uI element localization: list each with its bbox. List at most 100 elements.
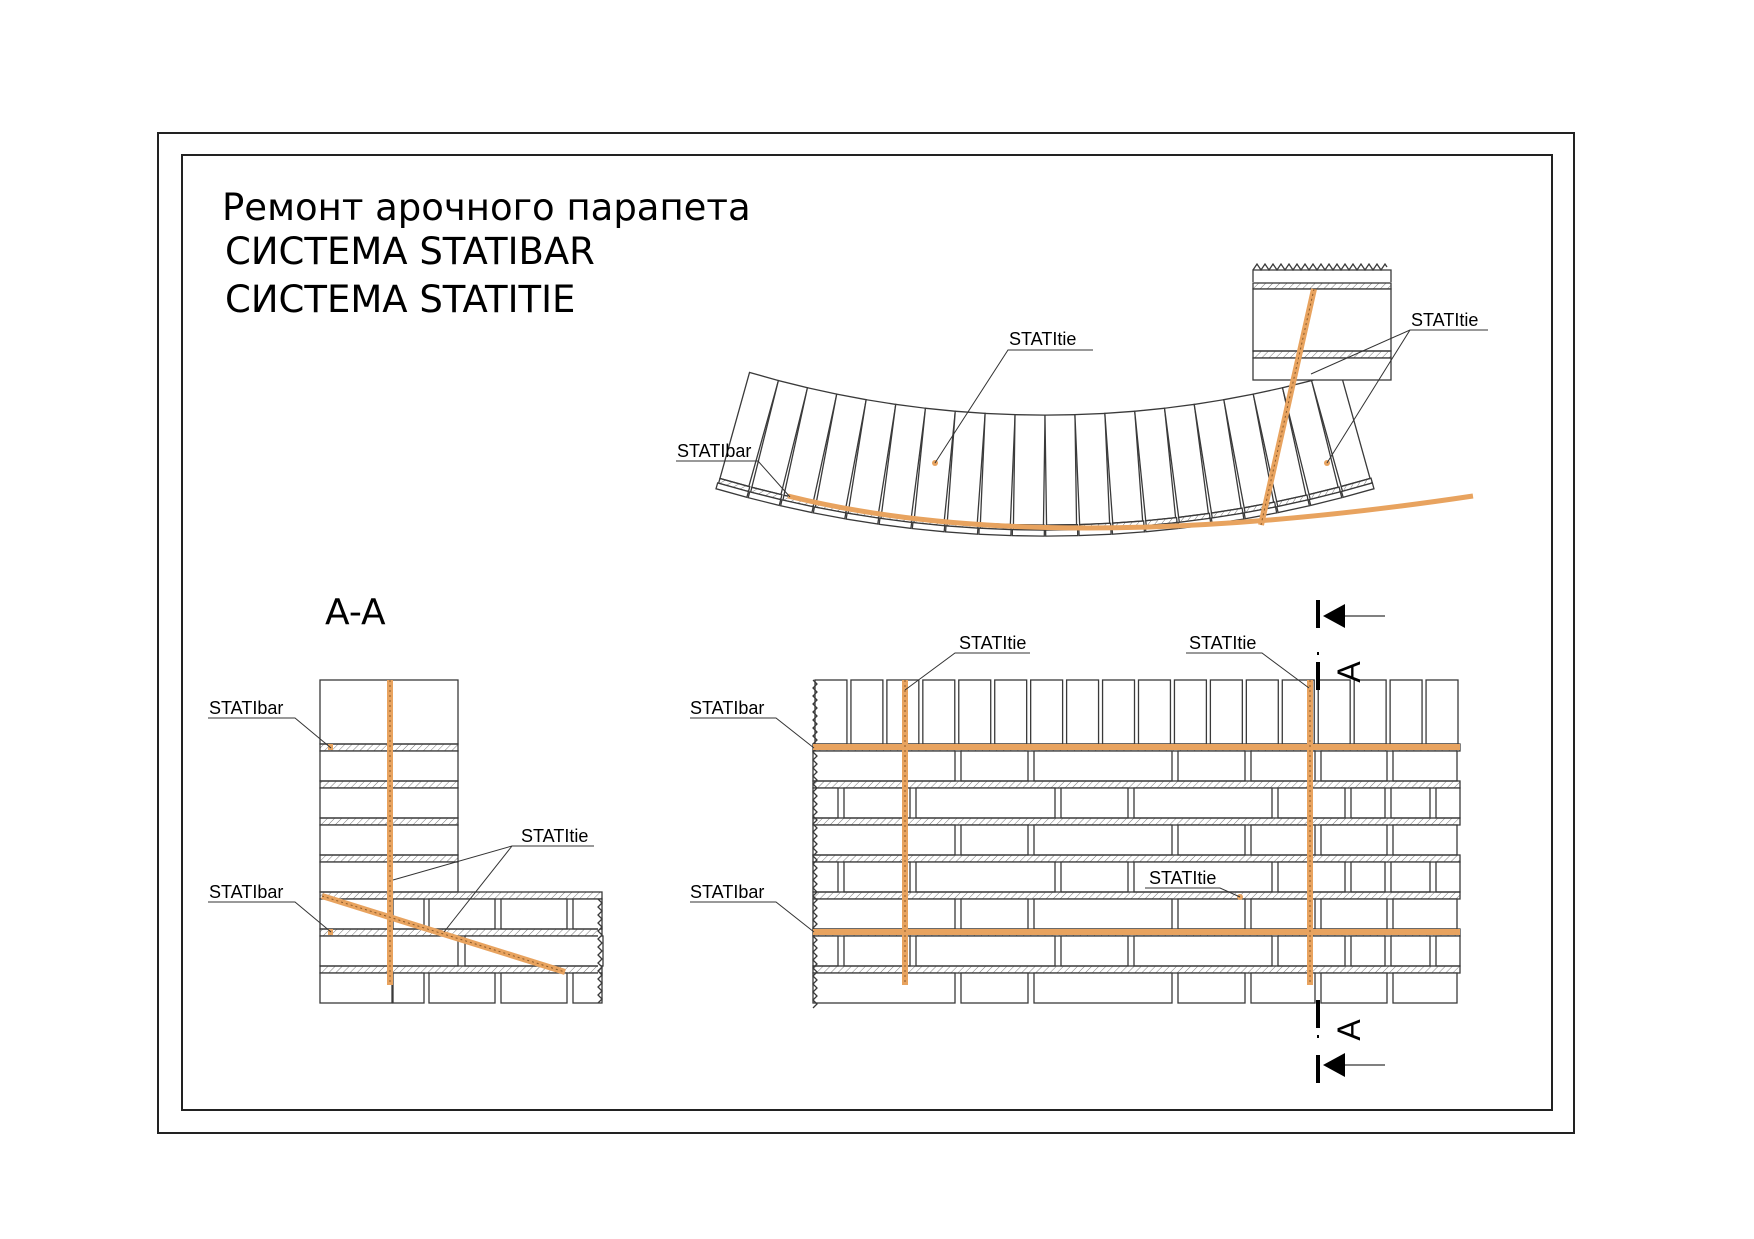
brick <box>1320 750 1388 782</box>
brick <box>1133 861 1273 893</box>
break-line <box>1252 262 1388 272</box>
mortar-joint <box>812 965 1461 974</box>
header-brick <box>1425 679 1459 745</box>
header-brick <box>850 679 884 745</box>
brick <box>1392 824 1458 856</box>
brick <box>1177 824 1246 856</box>
brick <box>1392 750 1458 782</box>
arch-statitie-right-label: STATItie <box>1411 310 1478 330</box>
header-brick <box>1209 679 1243 745</box>
brick <box>1392 972 1458 1004</box>
column-brick <box>1252 288 1392 352</box>
leader-line <box>208 901 332 933</box>
brick <box>812 750 956 782</box>
mortar-joint <box>812 854 1461 863</box>
aa-statitie-label: STATItie <box>521 826 588 846</box>
brick <box>1060 787 1129 819</box>
brick <box>1177 972 1246 1004</box>
brick <box>1350 787 1386 819</box>
brick <box>1392 898 1458 930</box>
title-line-3: СИСТЕМА STATITIE <box>225 278 576 321</box>
header-brick <box>958 679 992 745</box>
brick <box>1390 935 1431 967</box>
break-line <box>812 679 818 1009</box>
brick <box>1033 898 1173 930</box>
brick <box>1060 861 1129 893</box>
arch-brick <box>1310 371 1375 499</box>
arch-brick <box>1223 393 1278 520</box>
leader-line <box>904 652 1030 691</box>
brick <box>1435 935 1461 967</box>
brick <box>1133 787 1273 819</box>
brick <box>1133 935 1273 967</box>
brick <box>1033 972 1173 1004</box>
brick <box>1177 750 1246 782</box>
header-brick <box>1173 679 1208 745</box>
header-brick <box>922 679 956 745</box>
header-brick <box>1245 679 1279 745</box>
brick <box>960 824 1029 856</box>
leader-line <box>934 349 1093 464</box>
arch-brick <box>1044 414 1079 537</box>
brick <box>812 861 839 893</box>
section-cut-marker-top: A <box>1316 600 1385 690</box>
arch-brick <box>978 412 1016 537</box>
arch-brick <box>1011 414 1046 537</box>
header-brick <box>1317 679 1351 745</box>
brick <box>428 898 496 930</box>
brick <box>1250 898 1316 930</box>
outer-frame <box>157 132 1575 1134</box>
arch-column <box>1252 262 1392 381</box>
aa-statibar-top-label: STATIbar <box>209 698 283 718</box>
mortar-joint <box>812 891 1461 900</box>
aa-statibar-bottom-label: STATIbar <box>209 882 283 902</box>
brick <box>500 972 568 1004</box>
title-line-1: Ремонт арочного парапета <box>222 186 751 229</box>
leader-line <box>208 717 332 749</box>
arch-brick <box>715 371 780 499</box>
brick <box>392 972 425 1004</box>
brick <box>960 972 1029 1004</box>
brick <box>1250 750 1316 782</box>
leader-line <box>690 717 815 749</box>
wall-statibar-bottom-label: STATIbar <box>690 882 764 902</box>
header-brick <box>1030 679 1064 745</box>
inner-frame <box>181 154 1553 1111</box>
brick <box>1250 972 1316 1004</box>
brick <box>1390 787 1431 819</box>
brick <box>1033 750 1173 782</box>
brick <box>1390 861 1431 893</box>
brick <box>1350 861 1386 893</box>
leader-line <box>690 901 815 933</box>
brick <box>428 972 496 1004</box>
brick <box>1320 824 1388 856</box>
leader-line <box>1145 887 1241 898</box>
brick <box>812 787 839 819</box>
section-cut-marker-bottom: A <box>1316 1000 1385 1083</box>
brick <box>915 935 1056 967</box>
brick <box>1350 935 1386 967</box>
brick <box>915 861 1056 893</box>
header-brick <box>1137 679 1172 745</box>
brick <box>843 861 911 893</box>
brick <box>843 935 911 967</box>
break-line <box>597 898 603 1004</box>
brick <box>1320 972 1388 1004</box>
wall-statitie-left-label: STATItie <box>959 633 1026 653</box>
brick <box>915 787 1056 819</box>
mortar-joint <box>812 780 1461 789</box>
brick <box>1250 824 1316 856</box>
arch-parapet-drawing <box>715 371 1375 537</box>
arch-statitie-left-label: STATItie <box>1009 329 1076 349</box>
brick <box>1435 787 1461 819</box>
wall-statitie-right-label: STATItie <box>1189 633 1256 653</box>
brick <box>500 898 568 930</box>
leader-line <box>443 845 513 933</box>
header-brick <box>1065 679 1100 745</box>
wall-statitie-middle-label: STATItie <box>1149 868 1216 888</box>
arch-statibar-label: STATIbar <box>677 441 751 461</box>
arch-statibar-rod <box>787 493 1474 531</box>
wall-elevation-drawing <box>812 679 1461 1009</box>
brick <box>319 972 393 1004</box>
